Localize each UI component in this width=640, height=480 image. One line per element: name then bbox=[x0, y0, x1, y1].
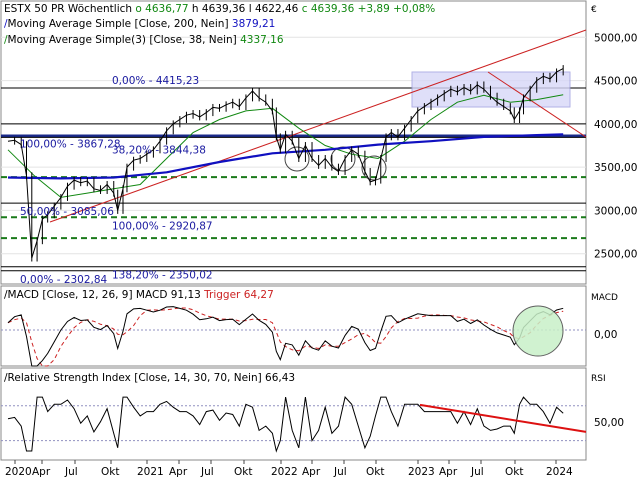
x-tick-label: Okt bbox=[366, 466, 384, 478]
price-y-tick-label: 3500,00 bbox=[594, 162, 637, 174]
header-instrument: ESTX 50 PR Wöchentlich o 4636,77 h 4639,… bbox=[4, 3, 435, 15]
x-tick-label: 2024 bbox=[546, 466, 573, 478]
x-tick-label: Apr bbox=[169, 466, 188, 478]
currency-symbol: € bbox=[591, 5, 597, 15]
legend-ma200: /Moving Average Simple [Close, 200, Nein… bbox=[4, 18, 275, 30]
x-tick-label: 2021 bbox=[137, 466, 164, 478]
fib-level-label: 38,20% - 3844,38 bbox=[112, 144, 206, 156]
price-y-tick-label: 3000,00 bbox=[594, 205, 637, 217]
x-tick-label: Jul bbox=[64, 466, 78, 478]
price-y-tick-label: 4500,00 bbox=[594, 76, 637, 88]
macd-line bbox=[7, 306, 564, 367]
x-tick-label: Apr bbox=[302, 466, 321, 478]
fib-level-label: 138,20% - 2350,02 bbox=[112, 270, 213, 282]
rsi-downtrend-line bbox=[419, 403, 587, 433]
price-y-tick-label: 2500,00 bbox=[594, 249, 637, 261]
rsi-series-group bbox=[1, 396, 587, 453]
x-tick-label: Jul bbox=[333, 466, 347, 478]
fib-level-label: 50,00% - 3085,06 bbox=[20, 206, 114, 218]
rsi-y-tick: 50,00 bbox=[594, 417, 624, 429]
x-tick-label: Okt bbox=[505, 466, 523, 478]
macd-series-group bbox=[1, 306, 586, 367]
fib-level-label: 100,00% - 2920,87 bbox=[112, 220, 213, 232]
price-series-group bbox=[7, 65, 564, 262]
rsi-legend: /Relative Strength Index [Close, 14, 30,… bbox=[4, 372, 295, 384]
x-tick-label: Okt bbox=[101, 466, 119, 478]
x-tick-label: Jul bbox=[470, 466, 484, 478]
downtrend-line-red bbox=[487, 71, 587, 138]
uptrend-line-red bbox=[49, 29, 587, 223]
x-tick-label: 2020 bbox=[5, 466, 32, 478]
macd-highlight-circle bbox=[512, 305, 564, 357]
macd-trigger-line bbox=[7, 307, 564, 367]
rsi-side-label: RSI bbox=[591, 374, 606, 384]
price-line bbox=[7, 68, 564, 259]
legend-ma38: /Moving Average Simple(3) [Close, 38, Ne… bbox=[4, 34, 284, 46]
fib-level-label: 0,00% - 2302,84 bbox=[20, 274, 108, 286]
macd-legend: /MACD [Close, 12, 26, 9] MACD 91,13 Trig… bbox=[4, 289, 274, 301]
price-panel-frame bbox=[0, 0, 587, 285]
macd-panel-frame bbox=[0, 285, 587, 367]
x-tick-label: Apr bbox=[439, 466, 458, 478]
price-y-ticks: 5000,00 4500,00 4000,00 3500,00 3000,00 2500,… bbox=[594, 32, 637, 260]
x-tick-label: Apr bbox=[32, 466, 51, 478]
macd-y-tick: 0,00 bbox=[594, 329, 617, 341]
x-tick-label: 2022 bbox=[271, 466, 298, 478]
fib-level-label: 0,00% - 4415,23 bbox=[112, 75, 199, 87]
rsi-line bbox=[7, 396, 564, 453]
x-axis-ticks: 2020 Apr Jul Okt 2021 Apr Jul Okt 2022 Apr Jul Okt 2… bbox=[5, 460, 573, 478]
low-marker-circle bbox=[284, 146, 310, 172]
fib-level-label: 100,00% - 3867,28 bbox=[20, 138, 121, 150]
x-tick-label: 2023 bbox=[408, 466, 435, 478]
price-y-tick-label: 5000,00 bbox=[594, 32, 637, 44]
price-y-tick-label: 4000,00 bbox=[594, 119, 637, 131]
x-tick-label: Okt bbox=[234, 466, 252, 478]
rsi-panel-frame bbox=[0, 367, 587, 461]
low-marker-circle bbox=[361, 155, 387, 181]
x-tick-label: Jul bbox=[200, 466, 214, 478]
macd-side-label: MACD bbox=[591, 293, 618, 303]
